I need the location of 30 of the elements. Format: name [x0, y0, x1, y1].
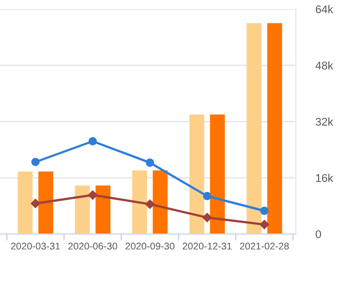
x-tick-label: 2021-02-28	[240, 242, 289, 250]
bar	[38, 171, 54, 234]
y-tick-label: 48k	[316, 61, 334, 70]
bar	[210, 114, 225, 234]
point	[260, 220, 269, 230]
y-tick-label: 0	[316, 230, 322, 238]
x-tick-label: 2020-09-30	[126, 242, 174, 250]
point	[202, 212, 212, 222]
point	[146, 158, 154, 167]
y-tick-label: 64k	[316, 5, 334, 14]
y-tick-label: 16k	[316, 174, 334, 182]
point	[31, 158, 40, 166]
bar	[189, 114, 204, 234]
bar	[74, 186, 90, 234]
point	[30, 198, 40, 208]
bar	[18, 171, 33, 234]
point	[260, 206, 269, 216]
x-tick-label: 2020-03-31	[11, 242, 60, 250]
point	[88, 190, 98, 200]
bar	[132, 170, 148, 234]
point	[202, 192, 212, 200]
point	[145, 200, 155, 209]
bar	[246, 23, 262, 234]
y-tick-label: 32k	[316, 118, 334, 126]
x-tick-label: 2020-06-30	[68, 242, 118, 250]
bar	[267, 23, 282, 234]
x-tick-label: 2020-12-31	[182, 242, 232, 250]
bar	[152, 170, 168, 234]
point	[88, 137, 97, 146]
bar	[96, 186, 110, 234]
